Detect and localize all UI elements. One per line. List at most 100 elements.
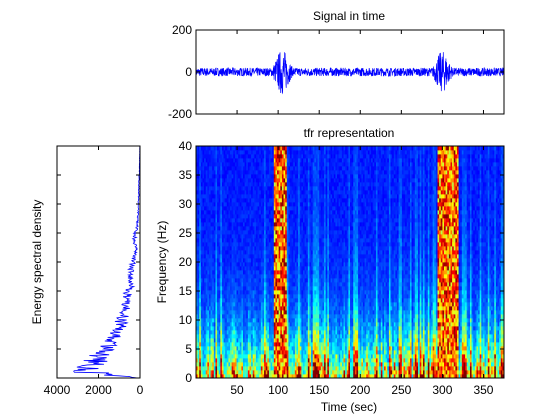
- tfr-cell: [307, 198, 310, 203]
- tfr-cell: [270, 358, 273, 363]
- tfr-cell: [226, 362, 229, 367]
- tfr-cell: [249, 222, 252, 227]
- tfr-cell: [311, 326, 314, 331]
- tfr-cell: [223, 154, 226, 159]
- tfr-cell: [296, 182, 299, 187]
- tfr-cell: [298, 374, 301, 379]
- tfr-cell: [200, 242, 203, 247]
- tfr-cell: [267, 362, 270, 367]
- tfr-cell: [228, 190, 231, 195]
- tfr-cell: [252, 254, 255, 259]
- tfr-cell: [226, 158, 229, 163]
- tfr-cell: [260, 374, 263, 379]
- tfr-cell: [215, 366, 218, 371]
- tfr-cell: [306, 218, 309, 223]
- tfr-cell: [278, 210, 281, 215]
- tfr-cell: [307, 354, 310, 359]
- tfr-cell: [311, 170, 314, 175]
- tfr-cell: [241, 230, 244, 235]
- tfr-cell: [281, 198, 284, 203]
- tfr-cell: [314, 206, 317, 211]
- tfr-cell: [241, 154, 244, 159]
- tfr-cell: [249, 302, 252, 307]
- tfr-cell: [252, 282, 255, 287]
- tfr-cell: [230, 234, 233, 239]
- tfr-cell: [202, 334, 205, 339]
- tfr-cell: [301, 162, 304, 167]
- tfr-cell: [278, 154, 281, 159]
- tfr-cell: [241, 170, 244, 175]
- tfr-cell: [213, 202, 216, 207]
- tfr-cell: [231, 294, 234, 299]
- tfr-cell: [218, 246, 221, 251]
- tfr-cell: [200, 230, 203, 235]
- tfr-cell: [270, 334, 273, 339]
- tfr-cell: [311, 362, 314, 367]
- tfr-cell: [205, 274, 208, 279]
- tfr-cell: [228, 318, 231, 323]
- tfr-cell: [251, 222, 254, 227]
- tfr-cell: [231, 218, 234, 223]
- tfr-cell: [200, 226, 203, 231]
- tfr-cell: [311, 354, 314, 359]
- tfr-cell: [252, 166, 255, 171]
- tfr-cell: [223, 346, 226, 351]
- tfr-cell: [286, 238, 289, 243]
- tfr-cell: [196, 306, 199, 311]
- tfr-cell: [301, 326, 304, 331]
- tfr-cell: [220, 350, 223, 355]
- tfr-cell: [249, 146, 252, 151]
- tfr-cell: [241, 326, 244, 331]
- tfr-cell: [234, 358, 237, 363]
- tfr-cell: [273, 254, 276, 259]
- tfr-cell: [220, 290, 223, 295]
- tfr-cell: [241, 274, 244, 279]
- tfr-cell: [285, 258, 288, 263]
- tfr-cell: [226, 366, 229, 371]
- tfr-cell: [296, 210, 299, 215]
- tfr-cell: [215, 174, 218, 179]
- tfr-cell: [208, 162, 211, 167]
- tfr-cell: [220, 258, 223, 263]
- tfr-cell: [213, 286, 216, 291]
- tfr-cell: [204, 338, 207, 343]
- tfr-cell: [307, 322, 310, 327]
- tfr-cell: [210, 362, 213, 367]
- tfr-cell: [314, 210, 317, 215]
- tfr-cell: [286, 230, 289, 235]
- tfr-cell: [213, 198, 216, 203]
- tfr-cell: [226, 298, 229, 303]
- tfr-cell: [283, 170, 286, 175]
- tfr-cell: [196, 222, 199, 227]
- tfr-cell: [304, 230, 307, 235]
- tfr-cell: [293, 190, 296, 195]
- tfr-cell: [207, 194, 210, 199]
- tfr-cell: [221, 370, 224, 375]
- tfr-cell: [205, 174, 208, 179]
- tfr-cell: [268, 174, 271, 179]
- tfr-cell: [265, 194, 268, 199]
- tfr-cell: [231, 186, 234, 191]
- tfr-cell: [280, 150, 283, 155]
- tfr-cell: [217, 350, 220, 355]
- tfr-cell: [309, 334, 312, 339]
- tfr-cell: [244, 350, 247, 355]
- tfr-cell: [278, 370, 281, 375]
- tfr-cell: [234, 166, 237, 171]
- tfr-cell: [254, 298, 257, 303]
- tfr-cell: [205, 182, 208, 187]
- tfr-cell: [238, 210, 241, 215]
- tfr-cell: [244, 306, 247, 311]
- tfr-cell: [252, 158, 255, 163]
- tfr-cell: [231, 250, 234, 255]
- tfr-cell: [304, 154, 307, 159]
- tfr-cell: [285, 358, 288, 363]
- tfr-cell: [196, 362, 199, 367]
- tfr-cell: [196, 190, 199, 195]
- tfr-cell: [299, 278, 302, 283]
- tfr-cell: [281, 186, 284, 191]
- tfr-cell: [255, 210, 258, 215]
- tfr-cell: [264, 178, 267, 183]
- tfr-cell: [217, 310, 220, 315]
- tfr-cell: [259, 226, 262, 231]
